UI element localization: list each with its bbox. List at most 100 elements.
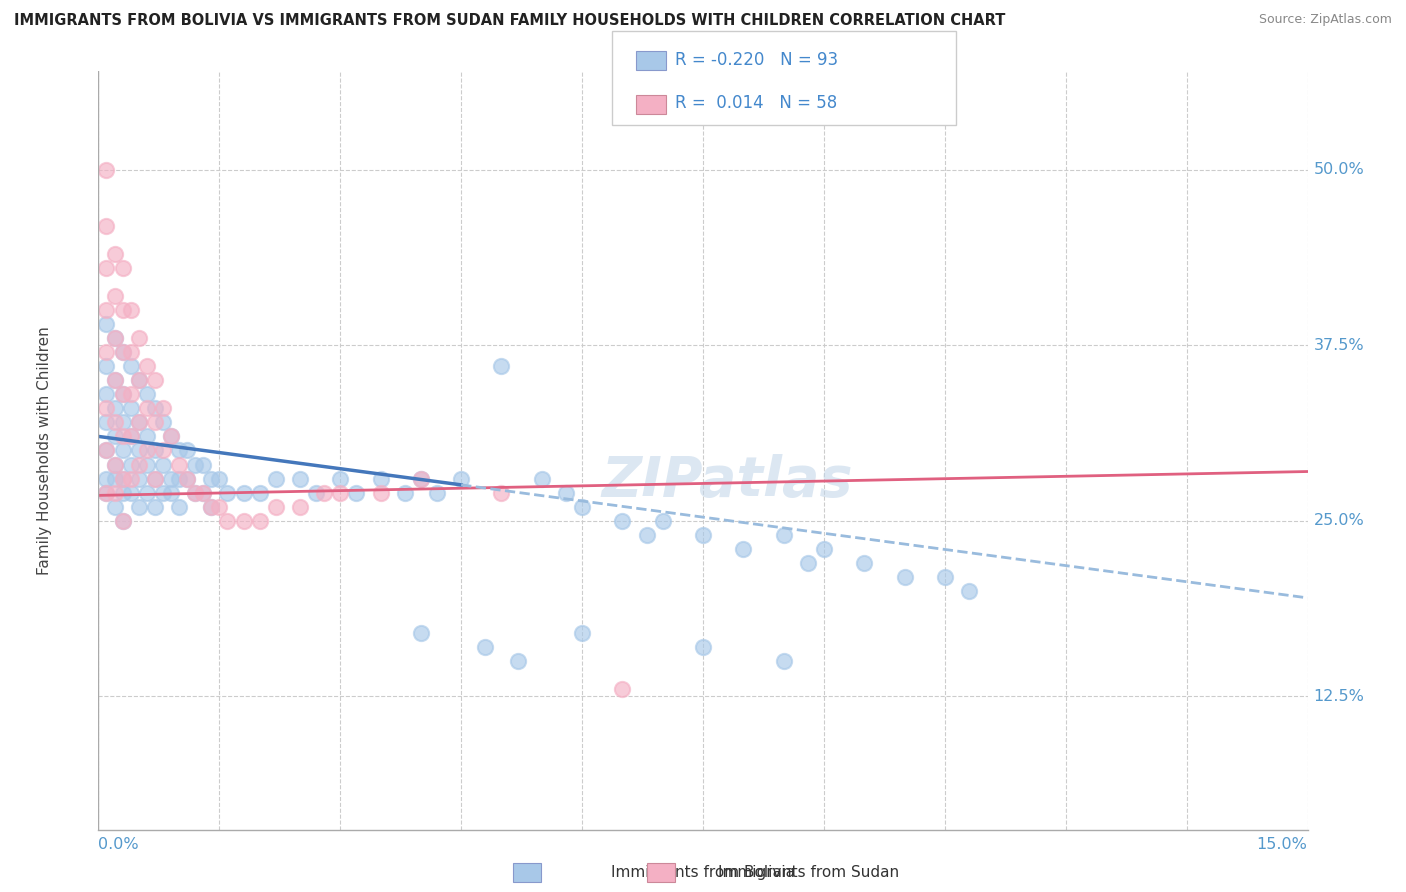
Point <box>143 373 166 387</box>
Point <box>128 443 150 458</box>
Point <box>103 331 125 345</box>
Point <box>111 443 134 458</box>
Point <box>128 471 150 485</box>
Text: Family Households with Children: Family Households with Children <box>37 326 52 574</box>
Point <box>103 429 125 443</box>
Point <box>152 485 174 500</box>
Point <box>772 654 794 668</box>
Point <box>249 514 271 528</box>
Point <box>571 500 593 514</box>
Point <box>111 345 134 359</box>
Point <box>96 260 118 275</box>
Point <box>128 458 150 472</box>
Point <box>530 471 553 485</box>
Point <box>96 345 118 359</box>
Point <box>103 500 125 514</box>
Point <box>200 500 222 514</box>
Text: R = -0.220   N = 93: R = -0.220 N = 93 <box>675 51 838 69</box>
Point <box>135 401 157 416</box>
Point <box>217 485 239 500</box>
Point <box>200 471 222 485</box>
Point <box>232 514 254 528</box>
Point <box>409 471 432 485</box>
Point <box>143 471 166 485</box>
Point <box>152 443 174 458</box>
Point <box>96 485 118 500</box>
Point <box>103 289 125 303</box>
Point <box>329 471 352 485</box>
Point <box>111 514 134 528</box>
Point <box>571 626 593 640</box>
Point <box>111 345 134 359</box>
Text: IMMIGRANTS FROM BOLIVIA VS IMMIGRANTS FROM SUDAN FAMILY HOUSEHOLDS WITH CHILDREN: IMMIGRANTS FROM BOLIVIA VS IMMIGRANTS FR… <box>14 13 1005 29</box>
Text: 15.0%: 15.0% <box>1257 837 1308 852</box>
Point <box>193 485 215 500</box>
Point <box>120 387 142 401</box>
Point <box>120 429 142 443</box>
Point <box>103 471 125 485</box>
Text: 37.5%: 37.5% <box>1313 338 1364 352</box>
Point <box>103 247 125 261</box>
Text: ZIPatlas: ZIPatlas <box>602 454 853 508</box>
Point <box>96 416 118 430</box>
Point <box>120 359 142 374</box>
Point <box>111 260 134 275</box>
Point <box>120 303 142 318</box>
Text: 25.0%: 25.0% <box>1313 513 1364 528</box>
Point <box>143 471 166 485</box>
Point <box>111 416 134 430</box>
Point <box>426 485 449 500</box>
Point <box>128 500 150 514</box>
Point <box>200 500 222 514</box>
Point <box>167 458 190 472</box>
Point <box>111 485 134 500</box>
Point <box>491 485 513 500</box>
Text: Immigrants from Bolivia: Immigrants from Bolivia <box>612 865 794 880</box>
Point <box>152 401 174 416</box>
Point <box>152 458 174 472</box>
Point <box>450 471 472 485</box>
Point <box>152 416 174 430</box>
Text: 0.0%: 0.0% <box>98 837 139 852</box>
Point <box>103 458 125 472</box>
Point <box>167 471 190 485</box>
Point <box>797 556 820 570</box>
Point <box>329 485 352 500</box>
Point <box>692 640 714 654</box>
Point <box>120 401 142 416</box>
Point <box>370 471 392 485</box>
Point <box>96 162 118 177</box>
Point <box>772 527 794 541</box>
Point <box>96 219 118 233</box>
Point <box>135 485 157 500</box>
Point <box>957 583 980 598</box>
Point <box>733 541 755 556</box>
Point <box>96 443 118 458</box>
Point <box>128 331 150 345</box>
Point <box>120 485 142 500</box>
Point <box>651 514 673 528</box>
Point <box>176 443 198 458</box>
Point <box>135 443 157 458</box>
Point <box>555 485 578 500</box>
Point <box>143 443 166 458</box>
Point <box>305 485 328 500</box>
Point <box>193 458 215 472</box>
Point <box>409 626 432 640</box>
Point <box>120 471 142 485</box>
Text: R =  0.014   N = 58: R = 0.014 N = 58 <box>675 95 837 112</box>
Point <box>853 556 876 570</box>
Point <box>96 485 118 500</box>
Point <box>893 570 915 584</box>
Point <box>103 458 125 472</box>
Point <box>217 514 239 528</box>
Point <box>264 471 287 485</box>
Point <box>111 514 134 528</box>
Point <box>96 303 118 318</box>
Point <box>208 471 231 485</box>
Text: Source: ZipAtlas.com: Source: ZipAtlas.com <box>1258 13 1392 27</box>
Point <box>612 682 634 697</box>
Point <box>232 485 254 500</box>
Point <box>135 458 157 472</box>
Point <box>111 303 134 318</box>
